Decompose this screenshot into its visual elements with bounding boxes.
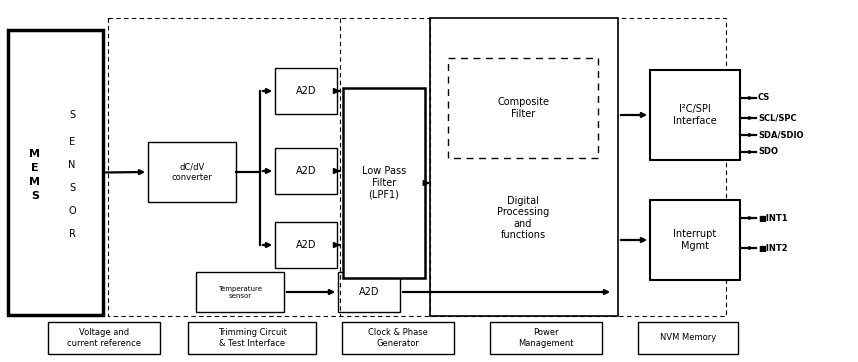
Bar <box>196 272 284 312</box>
Text: CS: CS <box>758 93 770 102</box>
Text: S: S <box>69 183 75 193</box>
Text: S: S <box>69 110 75 120</box>
Text: Interrupt
Mgmt: Interrupt Mgmt <box>674 229 716 251</box>
Text: Composite
Filter: Composite Filter <box>497 97 549 119</box>
Bar <box>448 58 598 158</box>
Bar <box>188 322 316 354</box>
Text: Trimming Circuit
& Test Interface: Trimming Circuit & Test Interface <box>218 328 287 348</box>
Text: Digital
Processing
and
functions: Digital Processing and functions <box>497 195 549 240</box>
Text: NVM Memory: NVM Memory <box>660 333 716 342</box>
Bar <box>275 148 337 194</box>
Text: Low Pass
Filter
(LPF1): Low Pass Filter (LPF1) <box>362 167 406 199</box>
Text: O: O <box>68 206 76 216</box>
Bar <box>148 142 236 202</box>
Text: N: N <box>69 160 76 170</box>
Bar <box>108 18 726 316</box>
Bar <box>8 30 103 315</box>
Bar <box>650 70 740 160</box>
Text: Voltage and
current reference: Voltage and current reference <box>67 328 141 348</box>
Bar <box>48 322 160 354</box>
Text: M
E
M
S: M E M S <box>29 149 40 201</box>
Text: I²C/SPI
Interface: I²C/SPI Interface <box>674 104 717 126</box>
Bar <box>342 322 454 354</box>
Text: Clock & Phase
Generator: Clock & Phase Generator <box>368 328 428 348</box>
Bar <box>275 68 337 114</box>
Text: A2D: A2D <box>296 166 317 176</box>
Bar <box>638 322 738 354</box>
Bar <box>338 272 400 312</box>
Text: A2D: A2D <box>296 86 317 96</box>
Text: SDO: SDO <box>758 147 778 156</box>
Text: ■INT1: ■INT1 <box>758 214 788 223</box>
Text: Temperature
sensor: Temperature sensor <box>218 286 262 299</box>
Text: SCL/SPC: SCL/SPC <box>758 114 796 122</box>
Bar <box>343 88 425 278</box>
Text: E: E <box>69 137 75 147</box>
Bar <box>650 200 740 280</box>
Text: dC/dV
converter: dC/dV converter <box>172 162 213 182</box>
Text: ■INT2: ■INT2 <box>758 244 788 253</box>
Text: R: R <box>69 229 76 239</box>
Text: A2D: A2D <box>296 240 317 250</box>
Text: SDA/SDIO: SDA/SDIO <box>758 130 803 139</box>
Text: A2D: A2D <box>359 287 379 297</box>
Text: Power
Management: Power Management <box>518 328 574 348</box>
Bar <box>490 322 602 354</box>
Bar <box>430 18 618 316</box>
Bar <box>275 222 337 268</box>
